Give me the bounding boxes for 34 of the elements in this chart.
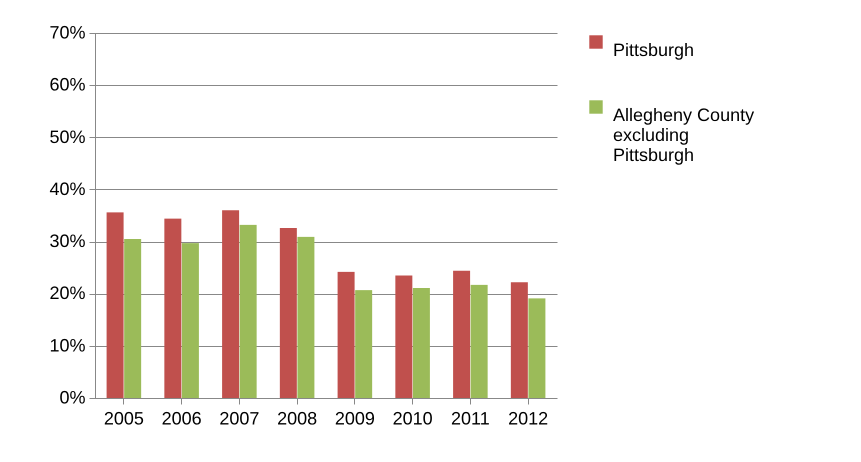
- bar: [453, 270, 470, 398]
- bar: [240, 224, 257, 398]
- legend-label: Allegheny County excluding Pittsburgh: [613, 105, 754, 165]
- y-tick-label: 10%: [49, 335, 86, 356]
- bar: [395, 275, 412, 398]
- x-tick-label: 2010: [392, 408, 433, 428]
- bar: [510, 282, 528, 398]
- y-tick-label: 0%: [59, 388, 86, 408]
- bar: [124, 238, 142, 398]
- y-tick-label: 60%: [49, 74, 86, 95]
- legend-label: Pittsburgh: [613, 40, 694, 60]
- bar: [470, 284, 488, 398]
- bar: [182, 243, 199, 398]
- x-tick-label: 2008: [277, 408, 318, 428]
- bar: [280, 228, 297, 398]
- y-tick-label: 40%: [49, 178, 86, 199]
- x-tick-label: 2006: [162, 408, 202, 428]
- x-tick-label: 2009: [334, 408, 375, 428]
- bar: [222, 210, 240, 398]
- y-tick-label: 20%: [49, 283, 86, 304]
- bar: [106, 212, 124, 398]
- bar: [412, 288, 430, 398]
- y-tick-label: 50%: [49, 126, 86, 147]
- y-tick-label: 30%: [49, 231, 86, 252]
- x-tick-label: 2007: [219, 408, 260, 428]
- bar: [164, 218, 182, 398]
- x-tick-label: 2005: [104, 408, 144, 428]
- y-tick-label: 70%: [49, 22, 86, 42]
- bar: [355, 290, 372, 398]
- bar: [338, 272, 355, 398]
- x-tick-label: 2011: [451, 408, 490, 428]
- x-tick-label: 2012: [508, 408, 548, 428]
- bar: [528, 298, 546, 398]
- bar: [297, 236, 314, 398]
